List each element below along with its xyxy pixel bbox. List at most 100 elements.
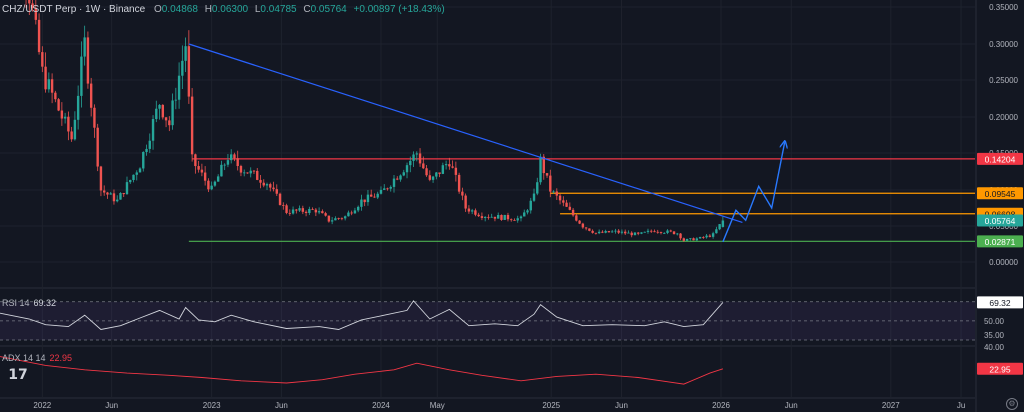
candle-body	[34, 8, 38, 20]
candle-body	[584, 227, 588, 229]
candle-body	[155, 108, 158, 120]
candle-body	[86, 37, 90, 84]
candle-body	[715, 229, 718, 234]
candle-body	[536, 182, 539, 194]
candle-body	[483, 216, 487, 218]
candle-body	[148, 140, 151, 149]
candle-body	[474, 210, 477, 215]
level-label-level: 0.06698	[985, 209, 1016, 219]
rsi-legend[interactable]: RSI 14 69.32	[2, 297, 56, 309]
candle-body	[607, 231, 611, 233]
price-tick-label: 0.00000	[989, 258, 1018, 267]
candle-body	[656, 231, 659, 233]
candle-body	[301, 208, 305, 212]
level-label-support: 0.02871	[985, 237, 1016, 247]
adx-tick-label: 40.00	[984, 343, 1005, 352]
candle-body	[151, 119, 155, 141]
candle-body	[555, 191, 559, 196]
candles	[25, 0, 725, 242]
candle-body	[184, 46, 187, 61]
candle-body	[125, 182, 129, 195]
candle-body	[519, 216, 523, 219]
candle-body	[591, 230, 594, 233]
candle-body	[197, 166, 200, 170]
candle-body	[236, 158, 239, 167]
candle-body	[63, 116, 67, 119]
candle-body	[161, 104, 165, 118]
candle-body	[93, 107, 96, 128]
rsi-tick-label: 50.00	[984, 317, 1005, 326]
time-tick-label: 2027	[882, 401, 900, 410]
candle-body	[171, 100, 174, 126]
candle-body	[676, 233, 679, 235]
candle-body	[659, 232, 663, 233]
horizontal-levels	[188, 158, 975, 242]
level-label-support-box	[977, 235, 1023, 248]
candle-body	[438, 172, 441, 174]
adx-legend[interactable]: ADX 14 14 22.95	[2, 352, 72, 364]
close-value: 0.05764	[310, 4, 347, 15]
candle-body	[487, 216, 490, 218]
candle-body	[370, 194, 373, 197]
candle-body	[83, 37, 86, 57]
time-tick-label: 2023	[203, 401, 221, 410]
candle-body	[698, 237, 702, 239]
candle-body	[265, 184, 269, 186]
change-value: +0.00897 (+18.43%)	[353, 4, 445, 15]
candle-body	[70, 131, 73, 140]
time-tick-label: Jun	[275, 401, 288, 410]
candle-body	[119, 193, 122, 200]
candle-body	[233, 154, 236, 159]
candle-body	[695, 238, 699, 241]
candle-body	[480, 216, 484, 218]
candle-body	[102, 190, 106, 193]
candle-body	[552, 191, 555, 193]
candle-body	[383, 188, 386, 190]
candle-body	[373, 196, 376, 198]
high-key: H	[204, 4, 212, 15]
candle-body	[457, 174, 461, 192]
open-value: 0.04868	[161, 4, 198, 15]
adx-name: ADX 14 14	[2, 353, 46, 363]
candle-body	[298, 208, 301, 211]
time-tick-label: 2022	[33, 401, 51, 410]
candle-body	[80, 56, 83, 96]
candle-body	[112, 193, 116, 202]
candle-body	[291, 209, 295, 214]
candle-body	[689, 238, 692, 240]
candle-body	[685, 238, 689, 241]
candle-body	[558, 195, 562, 201]
rsi-name: RSI 14	[2, 298, 30, 308]
candle-body	[379, 189, 383, 194]
candle-body	[116, 199, 119, 202]
tradingview-logo[interactable]: 17	[4, 365, 32, 385]
candle-body	[705, 235, 708, 238]
candle-body	[340, 218, 344, 220]
candle-body	[213, 181, 217, 186]
rsi-value: 69.32	[33, 298, 57, 308]
candle-body	[122, 193, 125, 195]
candle-body	[174, 99, 178, 101]
candle-body	[708, 235, 712, 237]
candle-body	[549, 175, 552, 192]
candle-body	[409, 160, 412, 166]
adx-value-label: 22.95	[989, 364, 1011, 374]
candle-body	[617, 230, 620, 233]
price-tick-label: 0.25000	[989, 76, 1018, 85]
candle-body	[285, 205, 288, 213]
adx-line	[0, 356, 724, 385]
candle-body	[76, 95, 80, 120]
candle-body	[399, 175, 402, 180]
candle-body	[418, 153, 422, 164]
candle-body	[295, 209, 298, 211]
gear-icon[interactable]: ⚙	[1006, 398, 1018, 410]
candle-body	[308, 208, 311, 213]
candle-body	[431, 176, 435, 180]
candle-body	[47, 79, 51, 90]
candle-body	[650, 230, 653, 232]
symbol-title[interactable]: CHZ/USDT Perp · 1W · Binance	[2, 4, 146, 15]
candle-body	[575, 215, 578, 221]
close-key: C	[303, 4, 311, 15]
